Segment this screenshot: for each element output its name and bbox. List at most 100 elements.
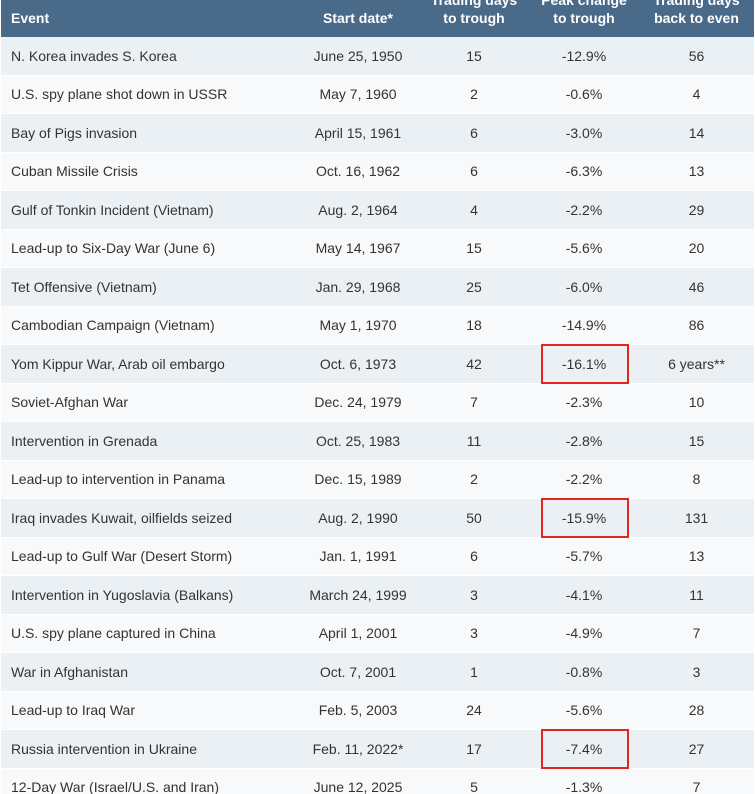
days-to-trough-cell: 3 bbox=[419, 575, 529, 615]
change-to-trough-cell: -0.8% bbox=[529, 652, 639, 692]
days-back-to-even-cell: 13 bbox=[639, 537, 754, 576]
start-date-cell: Dec. 15, 1989 bbox=[297, 460, 419, 499]
header-row: Event Start date* Trading days to trough bbox=[1, 0, 754, 37]
start-date-cell-text: March 24, 1999 bbox=[309, 586, 407, 603]
days-to-trough-cell-text: 6 bbox=[470, 163, 478, 180]
days-to-trough-cell-text: 4 bbox=[470, 201, 478, 218]
change-to-trough-cell: -4.9% bbox=[529, 614, 639, 653]
days-back-to-even-cell-text: 3 bbox=[692, 663, 701, 680]
days-to-trough-cell-text: 50 bbox=[466, 509, 482, 526]
days-to-trough-cell: 15 bbox=[419, 37, 529, 76]
days-back-to-even-cell: 29 bbox=[639, 190, 754, 230]
start-date-cell: June 25, 1950 bbox=[297, 37, 419, 76]
event-cell-text: Bay of Pigs invasion bbox=[11, 124, 138, 141]
days-back-to-even-cell: 11 bbox=[639, 575, 754, 615]
days-to-trough-cell: 17 bbox=[419, 729, 529, 769]
days-to-trough-cell-text: 25 bbox=[466, 278, 482, 295]
days-back-to-even-cell-text: 4 bbox=[692, 86, 701, 103]
days-back-to-even-cell-text: 13 bbox=[688, 548, 705, 565]
change-to-trough-cell: -2.2% bbox=[529, 460, 639, 499]
header-event-line1 bbox=[11, 0, 297, 9]
days-to-trough-cell: 11 bbox=[419, 421, 529, 461]
table-body: N. Korea invades S. Korea June 25, 1950 15… bbox=[1, 37, 754, 794]
change-to-trough-cell-text: -15.9% bbox=[561, 509, 607, 526]
days-to-trough-cell: 6 bbox=[419, 113, 529, 153]
header-event: Event bbox=[1, 0, 297, 37]
days-back-to-even-cell-text: 46 bbox=[688, 278, 705, 295]
table-header: Event Start date* Trading days to trough bbox=[1, 0, 754, 37]
table-row: 12-Day War (Israel/U.S. and Iran) June 12… bbox=[1, 768, 754, 794]
start-date-cell: Oct. 7, 2001 bbox=[297, 652, 419, 692]
event-cell-text: Soviet-Afghan War bbox=[11, 394, 128, 411]
change-to-trough-cell: -5.7% bbox=[529, 537, 639, 576]
days-to-trough-cell-text: 6 bbox=[470, 124, 478, 141]
start-date-cell: Feb. 11, 2022* bbox=[297, 729, 419, 769]
event-cell: Russia intervention in Ukraine bbox=[1, 729, 297, 769]
start-date-cell: Aug. 2, 1964 bbox=[297, 190, 419, 230]
event-cell: Tet Offensive (Vietnam) bbox=[1, 267, 297, 307]
start-date-cell-text: Dec. 15, 1989 bbox=[314, 471, 402, 488]
event-cell: 12-Day War (Israel/U.S. and Iran) bbox=[1, 768, 297, 794]
start-date-cell-text: Aug. 2, 1990 bbox=[318, 509, 398, 526]
days-to-trough-cell-text: 2 bbox=[470, 471, 478, 488]
days-to-trough-cell-text: 15 bbox=[466, 240, 482, 257]
start-date-cell: Jan. 1, 1991 bbox=[297, 537, 419, 576]
change-to-trough-cell: -3.0% bbox=[529, 113, 639, 153]
start-date-cell: Oct. 16, 1962 bbox=[297, 152, 419, 191]
event-cell-text: U.S. spy plane shot down in USSR bbox=[11, 86, 228, 103]
table-row: Intervention in Grenada Oct. 25, 1983 11 -2… bbox=[1, 421, 754, 461]
event-cell: U.S. spy plane shot down in USSR bbox=[1, 75, 297, 114]
event-cell: Cuban Missile Crisis bbox=[1, 152, 297, 191]
days-back-to-even-cell: 46 bbox=[639, 267, 754, 307]
start-date-cell: Oct. 6, 1973 bbox=[297, 344, 419, 384]
change-to-trough-cell: -4.1% bbox=[529, 575, 639, 615]
days-back-to-even-cell-text: 14 bbox=[688, 124, 705, 141]
start-date-cell-text: April 15, 1961 bbox=[314, 124, 402, 141]
table-row: Intervention in Yugoslavia (Balkans) Marc… bbox=[1, 575, 754, 615]
days-back-to-even-cell: 56 bbox=[639, 37, 754, 76]
days-to-trough-cell-text: 17 bbox=[466, 740, 482, 757]
days-back-to-even-cell-text: 8 bbox=[692, 471, 701, 488]
days-to-trough-cell-text: 11 bbox=[466, 432, 482, 449]
start-date-cell-text: Feb. 11, 2022* bbox=[312, 740, 404, 757]
change-to-trough-cell-text: -4.9% bbox=[565, 625, 603, 642]
start-date-cell: Jan. 29, 1968 bbox=[297, 267, 419, 307]
event-cell-text: U.S. spy plane captured in China bbox=[11, 625, 216, 642]
event-cell-text: Intervention in Grenada bbox=[11, 432, 158, 449]
event-cell-text: Cuban Missile Crisis bbox=[11, 163, 138, 180]
days-back-to-even-cell-text: 6 years** bbox=[668, 355, 725, 372]
table-row: U.S. spy plane shot down in USSR May 7, 1… bbox=[1, 75, 754, 114]
days-to-trough-cell-text: 18 bbox=[466, 317, 482, 334]
event-cell: U.S. spy plane captured in China bbox=[1, 614, 297, 653]
table-row: Gulf of Tonkin Incident (Vietnam) Aug. 2,… bbox=[1, 190, 754, 230]
days-to-trough-cell: 3 bbox=[419, 614, 529, 653]
event-cell-text: Iraq invades Kuwait, oilfields seized bbox=[11, 509, 233, 526]
header-back-to-even-line2: back to even bbox=[654, 10, 739, 26]
start-date-cell-text: Oct. 16, 1962 bbox=[315, 163, 401, 180]
start-date-cell-text: Dec. 24, 1979 bbox=[314, 394, 402, 411]
days-to-trough-cell: 1 bbox=[419, 652, 529, 692]
event-cell-text: Russia intervention in Ukraine bbox=[11, 740, 197, 757]
days-to-trough-cell: 2 bbox=[419, 460, 529, 499]
event-cell: Yom Kippur War, Arab oil embargo bbox=[1, 344, 297, 384]
change-to-trough-cell-text: -0.6% bbox=[565, 86, 603, 103]
event-cell: Lead-up to Gulf War (Desert Storm) bbox=[1, 537, 297, 576]
table-row: Soviet-Afghan War Dec. 24, 1979 7 -2.3% 10 bbox=[1, 383, 754, 422]
header-start-date: Start date* bbox=[297, 0, 419, 37]
change-to-trough-cell: -5.6% bbox=[529, 229, 639, 268]
days-to-trough-cell-text: 15 bbox=[466, 47, 482, 64]
table-row: Lead-up to Six-Day War (June 6) May 14, 1… bbox=[1, 229, 754, 268]
change-to-trough-cell: -6.3% bbox=[529, 152, 639, 191]
header-change-to-trough-line2: to trough bbox=[553, 10, 615, 26]
days-back-to-even-cell-text: 20 bbox=[688, 240, 705, 257]
event-cell: Lead-up to Six-Day War (June 6) bbox=[1, 229, 297, 268]
change-to-trough-cell: -12.9% bbox=[529, 37, 639, 76]
days-back-to-even-cell-text: 10 bbox=[688, 394, 705, 411]
days-to-trough-cell-text: 24 bbox=[466, 702, 482, 719]
event-cell-text: Yom Kippur War, Arab oil embargo bbox=[11, 355, 225, 372]
change-to-trough-cell: -2.3% bbox=[529, 383, 639, 422]
table-row: Tet Offensive (Vietnam) Jan. 29, 1968 25 -6… bbox=[1, 267, 754, 307]
table-row: Lead-up to Gulf War (Desert Storm) Jan. 1… bbox=[1, 537, 754, 576]
